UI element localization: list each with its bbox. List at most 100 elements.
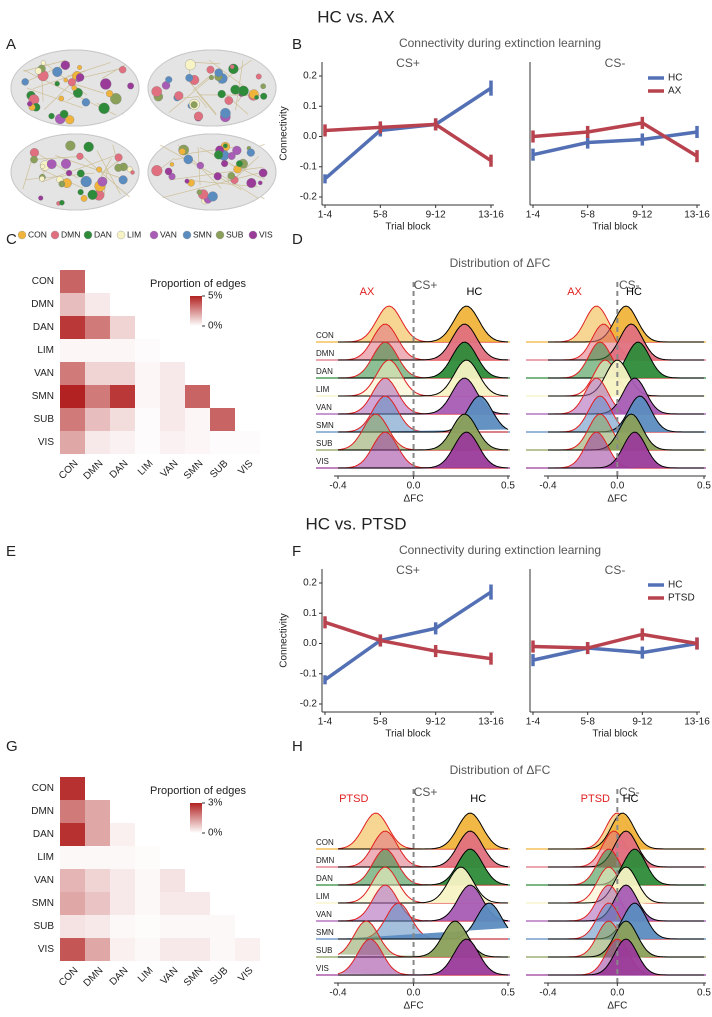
brain-edge — [196, 91, 217, 116]
heat-cell — [60, 408, 85, 431]
column-label: VIS — [236, 965, 255, 984]
brain-node — [184, 178, 190, 184]
column-label: DAN — [108, 458, 131, 481]
subtitle: CS- — [619, 278, 640, 292]
brain-node — [227, 172, 236, 180]
brain-node — [168, 172, 176, 181]
brain-edge — [208, 59, 258, 97]
brain-node — [221, 159, 229, 168]
x-tick-label: 0.0 — [407, 481, 421, 492]
brain-node — [40, 163, 46, 169]
x-tick-label: 9-12 — [426, 717, 446, 728]
heat-cell — [160, 362, 185, 385]
chart-title: Connectivity during extinction learning — [399, 36, 601, 50]
heat-cell — [135, 915, 160, 938]
legend-label: DMN — [61, 229, 80, 239]
brain-node — [105, 90, 114, 98]
heat-cell — [135, 431, 160, 454]
brain-node — [184, 59, 196, 71]
series-label: HC — [466, 286, 482, 298]
row-label: CON — [32, 783, 54, 794]
panel-label: E — [6, 543, 16, 560]
heat-cell — [210, 408, 235, 431]
brain-node — [224, 96, 234, 105]
x-tick-label: 1-4 — [526, 210, 541, 221]
series-label: AX — [360, 286, 375, 298]
heat-cell — [60, 270, 85, 293]
heat-cell — [85, 385, 110, 408]
panel-label: B — [292, 36, 302, 53]
column-label: SMN — [182, 965, 206, 989]
heat-cell — [85, 293, 110, 316]
brain-node — [178, 148, 186, 155]
column-label: DMN — [82, 965, 106, 989]
legend-label: AX — [668, 86, 682, 97]
series-label: PTSD — [339, 793, 368, 805]
brain-node — [60, 158, 72, 169]
brain-node — [52, 66, 63, 77]
legend-label: HC — [668, 580, 682, 591]
x-tick-label: 1-4 — [318, 717, 333, 728]
series-line — [532, 641, 698, 662]
x-tick-label: 1-4 — [318, 210, 333, 221]
brain-node — [130, 170, 135, 175]
series-line — [532, 121, 698, 158]
brain-node — [169, 162, 175, 167]
brain-edge — [42, 155, 115, 183]
brain-node — [100, 78, 112, 90]
heat-cell — [110, 869, 135, 892]
heat-cell — [85, 915, 110, 938]
series-label: PTSD — [581, 793, 610, 805]
density — [548, 305, 704, 343]
series-line — [532, 632, 698, 650]
heat-cell — [110, 431, 135, 454]
legend-label: VAN — [160, 229, 177, 239]
series-label: HC — [626, 286, 642, 298]
brain-node — [67, 78, 76, 87]
row-label: SMN — [316, 421, 334, 430]
row-label: VIS — [316, 964, 329, 973]
series-line — [532, 130, 698, 157]
row-label: VAN — [316, 910, 332, 919]
row-label: VAN — [34, 368, 54, 379]
panel-label: C — [6, 231, 17, 248]
brain-node — [258, 168, 268, 178]
y-tick-label: -0.2 — [300, 192, 318, 203]
brain-node — [185, 74, 194, 82]
row-label: DMN — [316, 349, 334, 358]
row-label: SUB — [33, 921, 54, 932]
brain-node — [164, 167, 173, 176]
x-tick-label: -0.4 — [539, 481, 557, 492]
brain-node — [151, 165, 163, 177]
heat-cell — [185, 938, 210, 961]
density — [338, 938, 509, 976]
series-line — [323, 86, 492, 181]
heat-cell — [185, 385, 210, 408]
density — [548, 884, 704, 922]
y-tick-label: 0.2 — [303, 578, 317, 589]
row-label: SUB — [316, 946, 332, 955]
y-axis-label: Connectivity — [279, 613, 290, 667]
brain-node — [196, 189, 203, 195]
row-label: DAN — [33, 829, 54, 840]
heat-cell — [210, 915, 235, 938]
brain-node — [229, 64, 235, 70]
brain-edge — [162, 172, 262, 199]
brain-node — [255, 73, 262, 80]
chart-title: Distribution of ΔFC — [450, 256, 551, 270]
heat-cell — [160, 408, 185, 431]
brain-edge — [192, 74, 212, 91]
colorbar-label: 3% — [208, 798, 223, 809]
heat-cell — [85, 431, 110, 454]
column-label: DMN — [82, 458, 106, 482]
series-line — [323, 590, 492, 682]
brain-edge — [235, 60, 244, 111]
heat-cell — [60, 915, 85, 938]
heat-cell — [160, 892, 185, 915]
heat-cell — [235, 431, 260, 454]
column-label: VAN — [159, 965, 181, 987]
row-label: SMN — [316, 928, 334, 937]
panel-label: D — [292, 231, 303, 248]
y-tick-label: -0.1 — [300, 668, 318, 679]
heat-cell — [135, 869, 160, 892]
